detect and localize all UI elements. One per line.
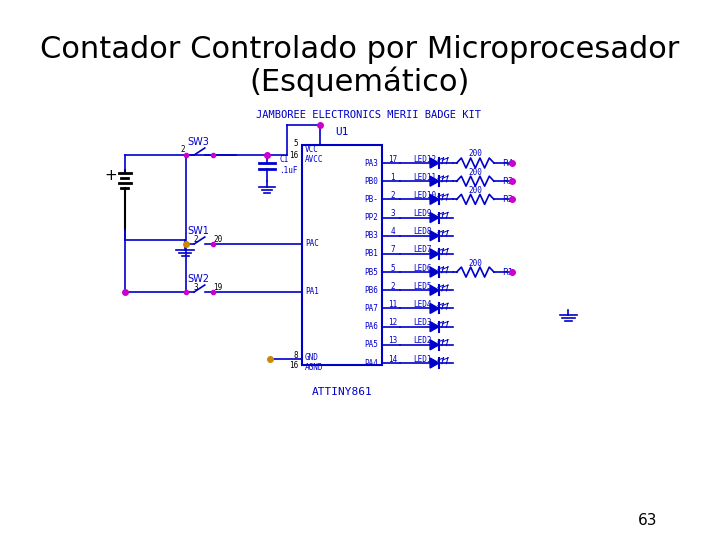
Text: AGND: AGND [305,362,323,372]
Text: 3: 3 [194,282,198,292]
Text: PB1: PB1 [364,249,378,259]
Text: LED9: LED9 [413,209,432,218]
Polygon shape [430,267,439,277]
Text: LED4: LED4 [413,300,432,309]
Text: C1
.1uF: C1 .1uF [279,156,298,175]
Text: 5: 5 [293,138,298,147]
Text: 63: 63 [638,513,657,528]
Polygon shape [430,285,439,295]
Text: GND: GND [305,353,319,361]
Text: 3: 3 [390,209,395,218]
Text: Contador Controlado por Microprocesador: Contador Controlado por Microprocesador [40,36,680,64]
Text: 200: 200 [469,186,482,195]
Text: PB3: PB3 [364,231,378,240]
Text: 5: 5 [390,264,395,273]
Text: JAMBOREE ELECTRONICS MERII BADGE KIT: JAMBOREE ELECTRONICS MERII BADGE KIT [256,110,482,120]
Text: PB0: PB0 [364,177,378,186]
Text: SW2: SW2 [188,274,210,284]
Text: 200: 200 [469,259,482,268]
Text: AVCC: AVCC [305,156,323,165]
Text: 19: 19 [213,282,222,292]
Text: LED1: LED1 [413,354,432,363]
Text: LED11: LED11 [413,173,436,181]
Polygon shape [430,194,439,204]
Text: R3: R3 [502,177,513,186]
Text: VCC: VCC [305,145,319,154]
Text: PA4: PA4 [364,359,378,368]
Text: LED10: LED10 [413,191,436,200]
Polygon shape [430,340,439,350]
Polygon shape [430,176,439,186]
Polygon shape [430,231,439,241]
Text: 17: 17 [388,154,397,164]
Text: PA6: PA6 [364,322,378,331]
Text: LED5: LED5 [413,282,432,291]
Text: 16: 16 [289,151,298,159]
Text: LED7: LED7 [413,245,432,254]
Text: 8: 8 [293,350,298,360]
Text: +: + [104,167,117,183]
Text: PAC: PAC [305,240,319,248]
Text: 4: 4 [390,227,395,236]
Text: LED2: LED2 [413,336,432,345]
Text: PA3: PA3 [364,159,378,167]
Text: 200: 200 [469,150,482,159]
Text: 2: 2 [180,145,185,154]
Text: SW1: SW1 [188,226,210,236]
Text: PA1: PA1 [305,287,319,296]
Text: ATTINY861: ATTINY861 [312,387,373,397]
Text: 7: 7 [390,245,395,254]
Text: 2: 2 [390,282,395,291]
Text: 11: 11 [388,300,397,309]
Text: 200: 200 [469,168,482,177]
Text: LED12: LED12 [413,154,436,164]
Text: LED6: LED6 [413,264,432,273]
Text: 13: 13 [388,336,397,345]
Text: 2: 2 [194,234,198,244]
Text: R4: R4 [502,159,513,167]
Text: PB-: PB- [364,195,378,204]
Text: U1: U1 [336,127,349,137]
Bar [302,145,382,365]
Polygon shape [430,249,439,259]
Polygon shape [430,358,439,368]
Text: (Esquemático): (Esquemático) [250,67,470,97]
Polygon shape [430,213,439,222]
Text: 2: 2 [390,191,395,200]
Text: 20: 20 [213,234,222,244]
Text: 12: 12 [388,318,397,327]
Text: 14: 14 [388,354,397,363]
Text: R1: R1 [502,268,513,276]
Text: 16: 16 [289,361,298,370]
Text: PP2: PP2 [364,213,378,222]
Text: PB5: PB5 [364,268,378,276]
Text: LED3: LED3 [413,318,432,327]
Text: PA5: PA5 [364,340,378,349]
Polygon shape [430,322,439,332]
Text: SW3: SW3 [188,137,210,147]
Text: PA7: PA7 [364,304,378,313]
Text: 1: 1 [390,173,395,181]
Text: LED8: LED8 [413,227,432,236]
Polygon shape [430,303,439,313]
Polygon shape [430,158,439,168]
Text: R2: R2 [502,195,513,204]
Text: PB6: PB6 [364,286,378,295]
